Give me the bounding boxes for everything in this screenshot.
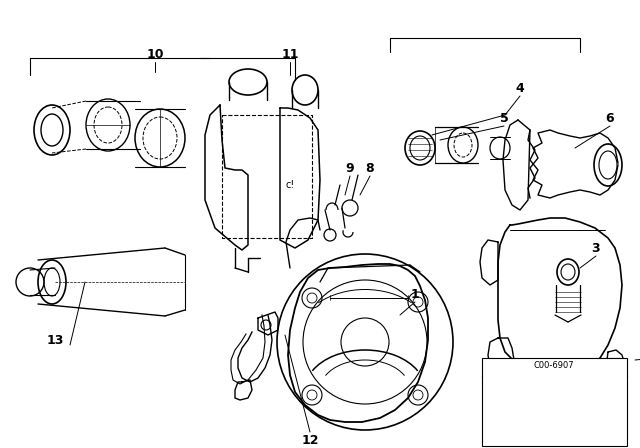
Text: 13: 13 [46, 333, 64, 346]
Text: 12: 12 [301, 434, 319, 447]
Text: C00-6907: C00-6907 [534, 362, 574, 370]
Text: c!: c! [285, 180, 294, 190]
Text: 11: 11 [281, 48, 299, 61]
Text: 8: 8 [365, 161, 374, 175]
Bar [482, 358, 627, 446]
Text: 5: 5 [500, 112, 508, 125]
Text: 6: 6 [605, 112, 614, 125]
Text: 9: 9 [346, 161, 355, 175]
Text: 1: 1 [411, 289, 419, 302]
Text: 3: 3 [592, 241, 600, 254]
Circle shape [510, 419, 526, 435]
Text: 4: 4 [516, 82, 524, 95]
Text: 10: 10 [147, 48, 164, 61]
